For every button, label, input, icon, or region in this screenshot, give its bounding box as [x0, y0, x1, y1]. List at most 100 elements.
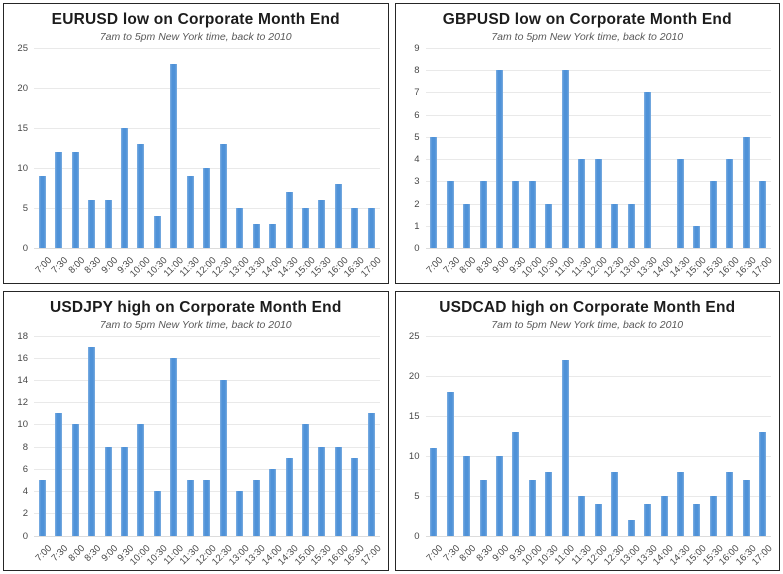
chart-subtitle: 7am to 5pm New York time, back to 2010: [491, 318, 684, 331]
y-axis-tick-label: 6: [22, 463, 28, 475]
bar: [219, 144, 227, 248]
y-axis-tick-label: 5: [22, 203, 28, 214]
bar: [88, 200, 96, 248]
bar: [463, 455, 471, 536]
chart-subtitle: 7am to 5pm New York time, back to 2010: [99, 318, 292, 331]
gridline: [425, 114, 771, 116]
bar: [334, 184, 342, 248]
bar: [528, 479, 536, 536]
y-axis-tick-label: 18: [17, 330, 28, 342]
bar: [38, 479, 46, 536]
bar: [219, 379, 227, 536]
y-axis-tick-label: 25: [17, 43, 28, 54]
bar: [644, 92, 652, 248]
y-axis-tick-label: 20: [17, 83, 28, 94]
gridline: [34, 379, 380, 381]
y-axis-tick-label: 3: [414, 176, 420, 188]
chart-panel-0: EURUSD low on Corporate Month End 7am to …: [3, 3, 389, 284]
y-axis-tick-label: 1: [414, 220, 420, 232]
chart-title: EURUSD low on Corporate Month End: [51, 11, 340, 28]
bar: [203, 168, 211, 248]
x-axis-line: [425, 535, 771, 537]
gridline: [34, 468, 380, 470]
y-axis-tick-label: 25: [408, 330, 420, 342]
bar: [88, 346, 96, 536]
bar: [334, 446, 342, 536]
chart-title: GBPUSD low on Corporate Month End: [442, 11, 732, 28]
bar: [677, 159, 684, 248]
gridline: [425, 70, 771, 72]
y-axis-tick-label: 0: [414, 243, 420, 254]
y-axis-tick-label: 2: [22, 508, 28, 520]
bar: [693, 503, 701, 536]
gridline: [425, 48, 771, 49]
bar: [269, 224, 277, 248]
y-axis-tick-label: 0: [22, 243, 28, 254]
bar: [512, 181, 520, 248]
gridline: [34, 128, 380, 129]
bar: [578, 159, 586, 248]
bar: [660, 495, 668, 536]
bar: [186, 479, 194, 536]
chart-subtitle: 7am to 5pm New York time, back to 2010: [491, 31, 684, 43]
y-axis-tick-label: 9: [414, 43, 420, 54]
bar: [742, 136, 750, 248]
y-axis-tick-label: 0: [414, 530, 420, 542]
bar: [170, 64, 178, 248]
y-axis-tick-label: 0: [22, 530, 28, 542]
y-axis-tick-label: 4: [414, 154, 420, 166]
chart-panel-2: USDJPY high on Corporate Month End 7am to…: [3, 290, 389, 571]
x-axis-line: [34, 535, 380, 537]
y-axis-tick-label: 12: [17, 397, 28, 409]
y-axis-tick-label: 10: [408, 450, 420, 462]
chart-title: USDCAD high on Corporate Month End: [439, 298, 736, 316]
x-axis-tick-label: 8:00: [457, 542, 479, 564]
bar: [463, 203, 471, 248]
gridline: [34, 357, 380, 359]
bar: [496, 455, 504, 536]
bar: [726, 471, 734, 536]
bar: [446, 391, 454, 536]
bar: [479, 479, 487, 536]
bar: [561, 70, 569, 248]
gridline: [34, 88, 380, 89]
y-axis-tick-label: 16: [17, 352, 28, 364]
plot-area: 0 1 2 3 4 5 6 7 8 9 7:00 7:30 8:00 8:30 9:00 9:30 10:00 1…: [414, 43, 774, 280]
gridline: [425, 455, 771, 457]
bar: [578, 495, 586, 536]
y-axis-tick-label: 4: [22, 486, 28, 498]
bar: [726, 159, 734, 248]
bar: [71, 152, 79, 248]
gridline: [425, 92, 771, 94]
bar: [170, 357, 178, 536]
y-axis-tick-label: 20: [408, 370, 420, 382]
bar: [285, 192, 293, 248]
bar: [55, 152, 63, 248]
bar: [252, 224, 260, 248]
y-axis-tick-label: 8: [414, 65, 420, 77]
y-axis-tick-label: 5: [414, 131, 420, 143]
gridline: [34, 424, 380, 426]
gridline: [34, 48, 380, 49]
bar: [236, 208, 244, 248]
bar: [496, 70, 504, 248]
bar: [71, 424, 79, 536]
chart-panel-1: GBPUSD low on Corporate Month End 7am to …: [394, 3, 780, 284]
x-axis-line: [34, 248, 380, 249]
y-axis-tick-label: 7: [414, 87, 420, 99]
bar: [627, 519, 635, 536]
bar: [285, 457, 293, 536]
bar: [430, 136, 438, 248]
bar: [367, 208, 375, 248]
bar: [759, 431, 767, 536]
bar: [301, 208, 309, 248]
x-axis-tick-label: 9:00: [490, 542, 512, 564]
y-axis-tick-label: 8: [22, 441, 28, 453]
bar: [153, 216, 161, 248]
bar: [367, 413, 375, 536]
bar: [545, 203, 553, 248]
gridline: [425, 335, 771, 337]
gridline: [425, 415, 771, 417]
bar: [594, 503, 602, 536]
